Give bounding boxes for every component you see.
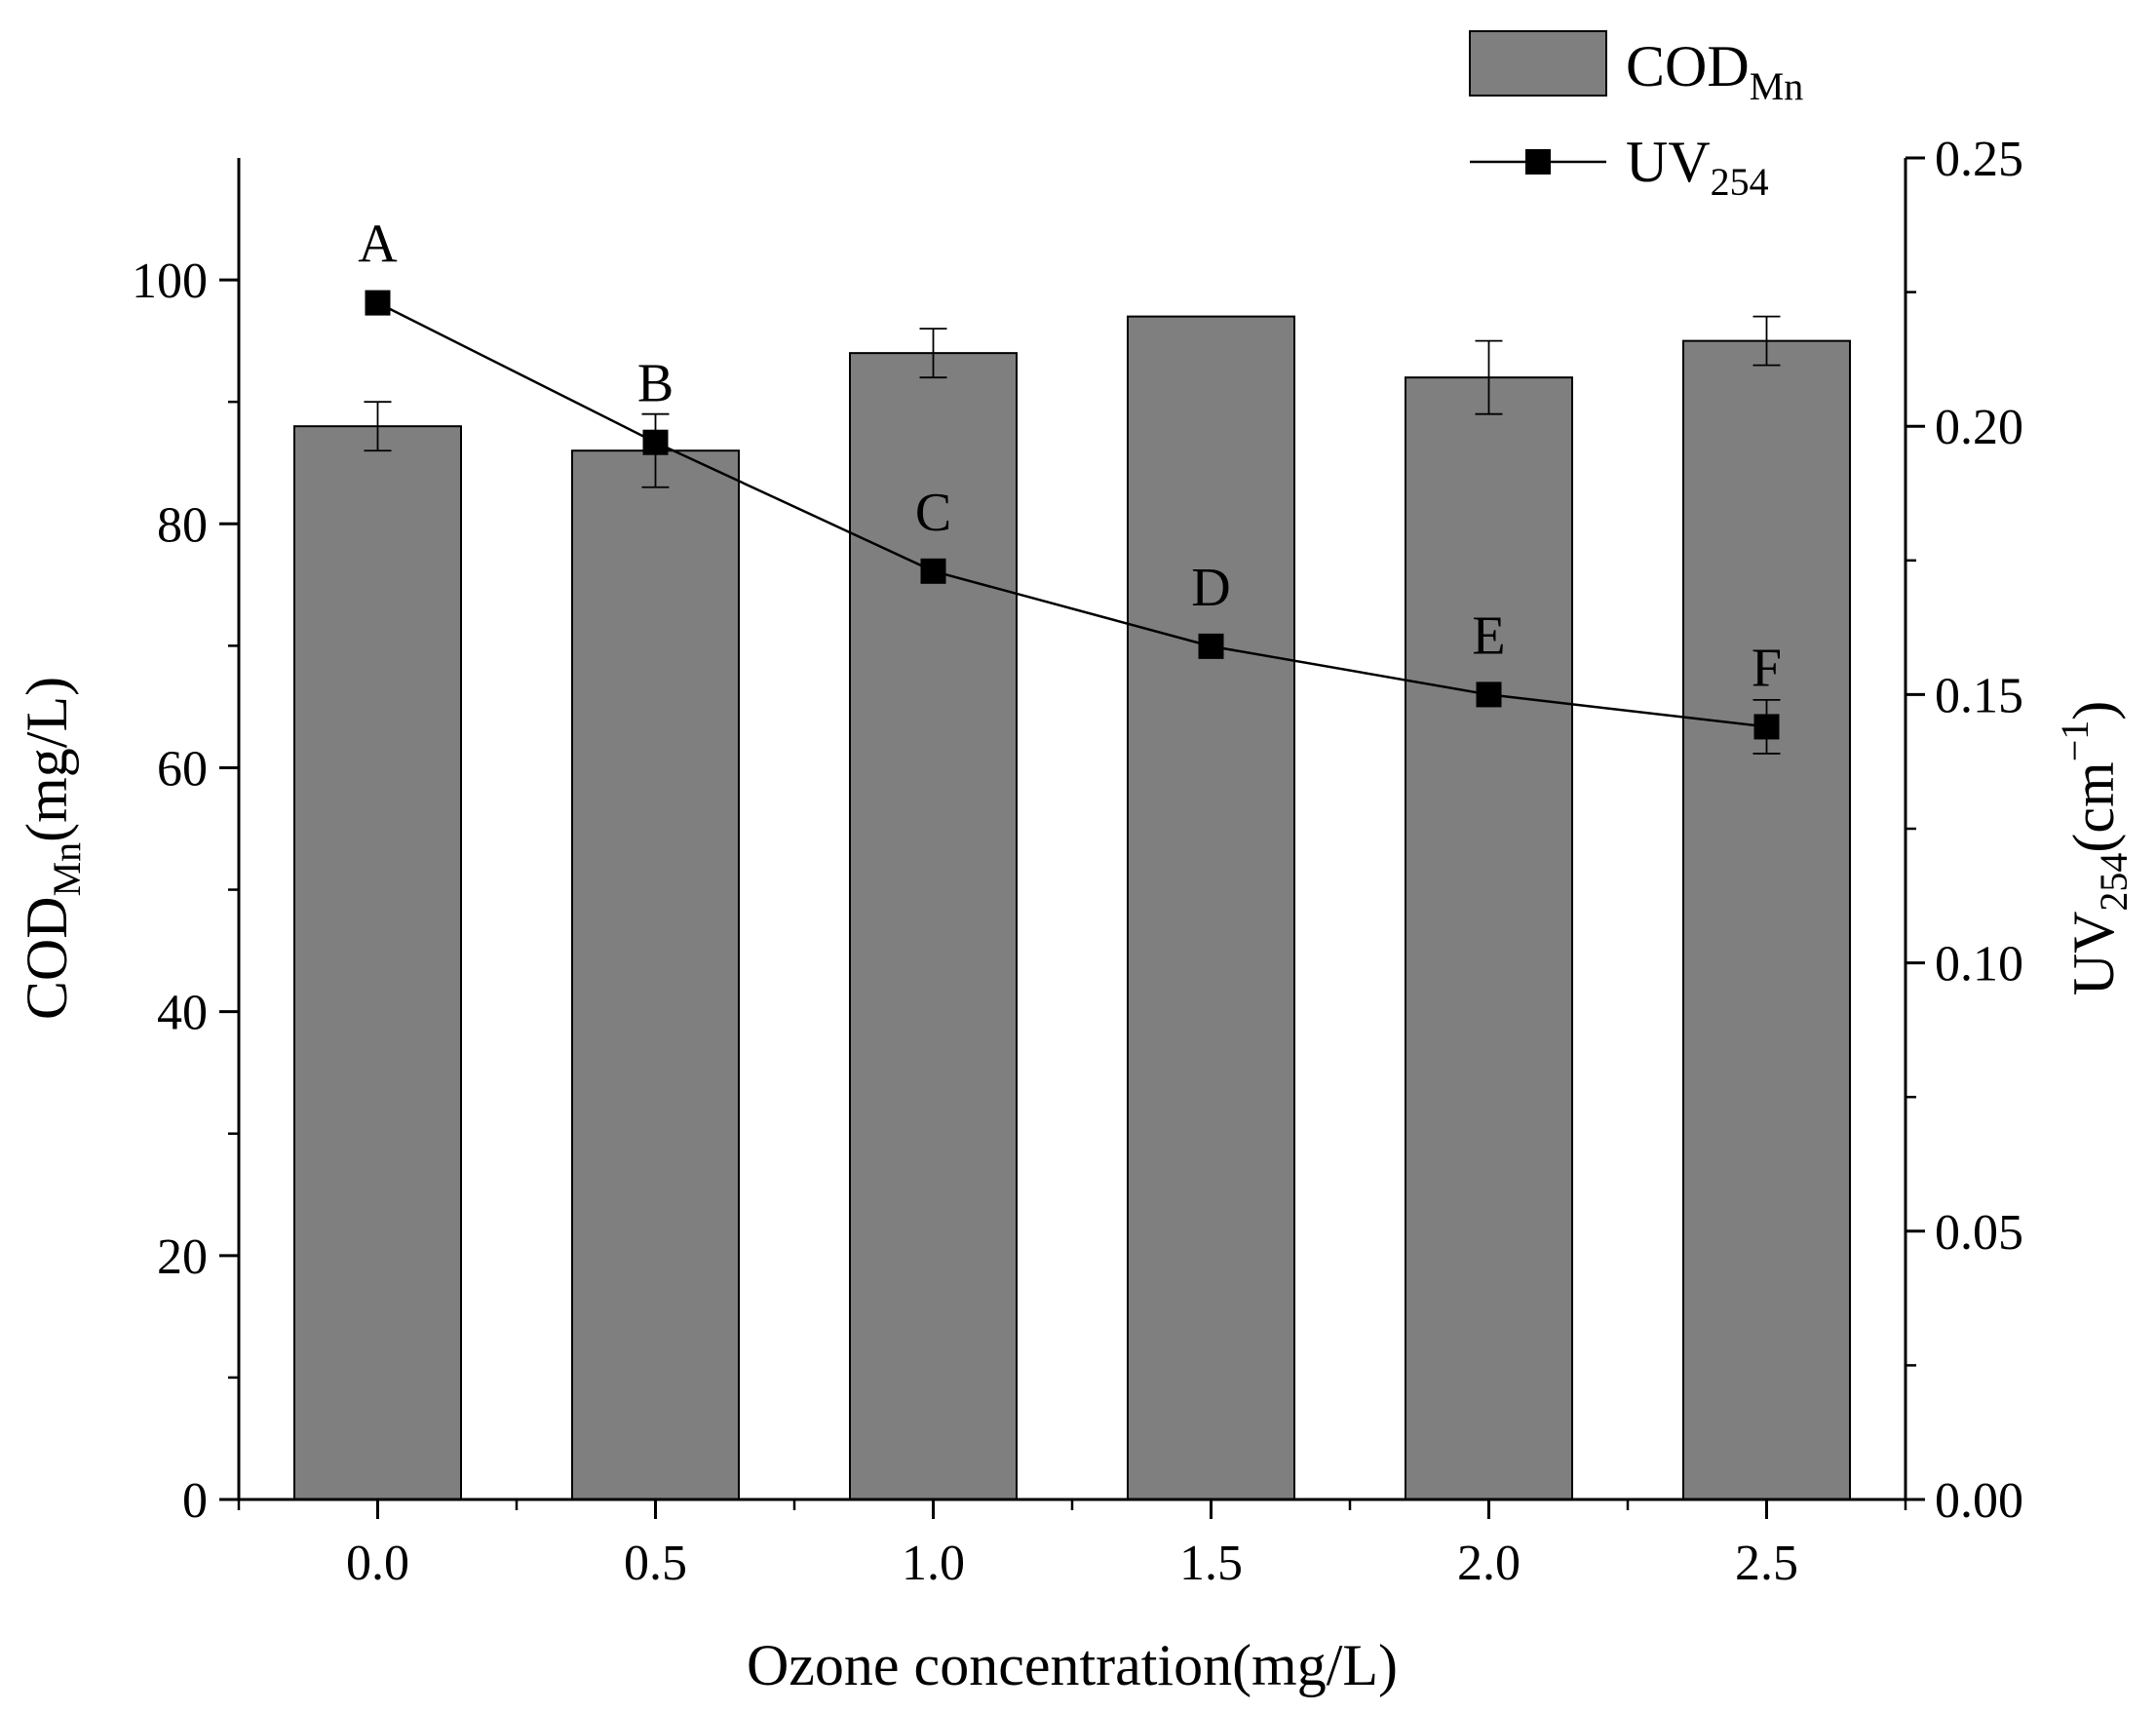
- y-right-title-sup: −1: [2053, 720, 2097, 762]
- uv-point-1: [642, 429, 669, 455]
- y-right-axis-title: UV254(cm−1): [2053, 701, 2136, 996]
- legend-line-label: UV254: [1626, 130, 1769, 204]
- y-right-title-unit-close: ): [2061, 701, 2126, 720]
- legend-line-marker: [1525, 149, 1551, 175]
- legend-line-sub: 254: [1711, 160, 1769, 204]
- y-left-title-sub: Mn: [45, 842, 89, 897]
- axes-layer: 0.0 0.5 1.0 1.5 2.0 2.5 0 20 40 60 80 100 0.00 0.05 0.…: [132, 132, 2023, 1591]
- y-right-tick-label-0: 0.00: [1935, 1473, 2023, 1529]
- y-left-tick-label-2: 40: [157, 986, 208, 1041]
- y-right-title-unit-open: (cm: [2061, 761, 2126, 852]
- bar-5: [1682, 339, 1851, 1500]
- uv-point-0: [365, 290, 391, 316]
- x-tick-label-1: 0.5: [624, 1536, 687, 1591]
- uv-line: [376, 301, 1767, 728]
- line-layer: A B C D E F: [358, 214, 1782, 755]
- x-tick-label-5: 2.5: [1735, 1536, 1798, 1591]
- y-left-title-unit: (mg/L): [15, 677, 79, 842]
- uv-point-label-3: D: [1191, 558, 1230, 618]
- uv-point-label-2: C: [915, 483, 951, 543]
- x-axis-title: Ozone concentration(mg/L): [747, 1633, 1398, 1697]
- y-right-tick-label-3: 0.15: [1935, 668, 2023, 723]
- legend: CODMn UV254: [1469, 30, 1803, 204]
- y-left-tick-label-5: 100: [132, 253, 208, 309]
- y-left-axis-title: CODMn(mg/L): [15, 677, 89, 1020]
- bar-3: [1127, 315, 1295, 1501]
- bars-layer: [293, 315, 1851, 1501]
- y-left-tick-label-1: 20: [157, 1229, 208, 1285]
- y-right-title-sub: 254: [2092, 853, 2136, 912]
- uv-point-label-1: B: [637, 354, 674, 414]
- x-tick-label-4: 2.0: [1457, 1536, 1521, 1591]
- bar-0: [293, 425, 462, 1501]
- legend-bar-main: COD: [1626, 34, 1750, 98]
- uv-point-label-4: E: [1472, 605, 1505, 666]
- legend-bar-label: CODMn: [1626, 34, 1803, 108]
- y-right-tick-label-4: 0.20: [1935, 400, 2023, 455]
- bar-1: [571, 449, 740, 1501]
- y-left-title-main: COD: [15, 896, 79, 1020]
- bar-4: [1405, 376, 1573, 1500]
- y-right-tick-label-2: 0.10: [1935, 937, 2023, 993]
- uv-point-label-0: A: [358, 214, 398, 275]
- legend-line-main: UV: [1626, 130, 1711, 194]
- y-right-tick-label-5: 0.25: [1935, 132, 2023, 187]
- y-right-tick-label-1: 0.05: [1935, 1205, 2023, 1261]
- uv-point-4: [1476, 681, 1502, 708]
- uv-point-label-5: F: [1752, 638, 1782, 698]
- x-tick-label-0: 0.0: [346, 1536, 409, 1591]
- y-left-tick-label-3: 60: [157, 741, 208, 797]
- x-tick-label-3: 1.5: [1179, 1536, 1243, 1591]
- legend-bar-sub: Mn: [1750, 64, 1804, 108]
- uv-point-2: [920, 558, 946, 584]
- y-left-tick-label-4: 80: [157, 497, 208, 553]
- uv-point-3: [1198, 633, 1224, 659]
- y-right-title-main: UV: [2061, 912, 2126, 996]
- uv-point-5: [1753, 714, 1780, 740]
- x-tick-label-2: 1.0: [902, 1536, 965, 1591]
- y-left-tick-label-0: 0: [182, 1473, 208, 1529]
- legend-bar-swatch: [1469, 30, 1607, 97]
